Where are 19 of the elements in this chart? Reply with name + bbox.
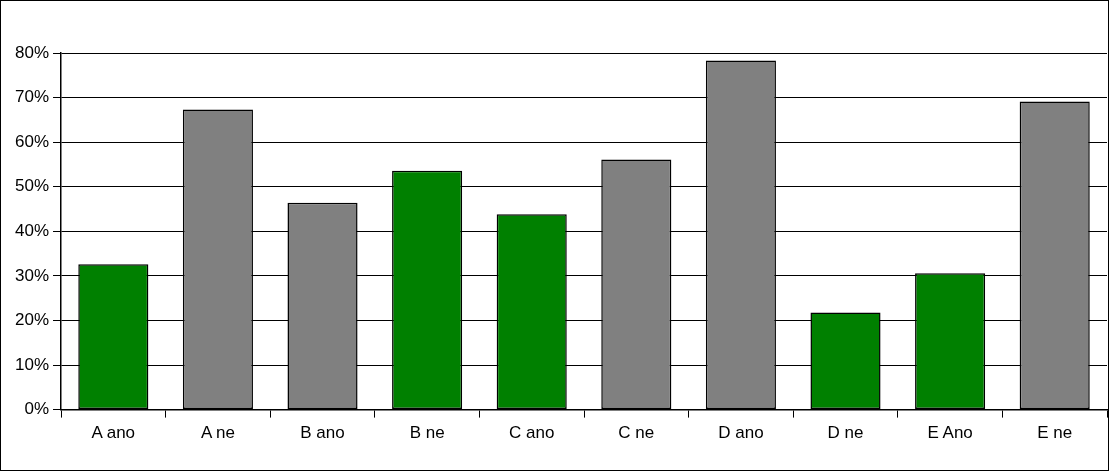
x-tick-label: C ano xyxy=(509,423,555,443)
x-tick-label: E ne xyxy=(1037,423,1073,443)
x-tick-label: A ano xyxy=(91,423,136,443)
x-tick-label: B ano xyxy=(300,423,345,443)
y-tick-label: 20% xyxy=(14,310,50,330)
x-tick-label: D ano xyxy=(718,423,764,443)
x-tick-label: D ne xyxy=(827,423,864,443)
y-tick-label: 70% xyxy=(14,87,50,107)
y-tick-label: 30% xyxy=(14,265,50,285)
y-tick-label: 40% xyxy=(14,220,50,240)
y-tick-label: 60% xyxy=(14,131,50,151)
x-tick-label: B ne xyxy=(409,423,445,443)
y-tick-label: 50% xyxy=(14,176,50,196)
y-tick-label: 10% xyxy=(14,354,50,374)
y-tick-label: 80% xyxy=(14,42,50,62)
x-tick-label: E Ano xyxy=(927,423,973,443)
x-tick-label: A ne xyxy=(200,423,235,443)
y-tick-label: 0% xyxy=(24,399,50,419)
x-tick-label: C ne xyxy=(618,423,655,443)
